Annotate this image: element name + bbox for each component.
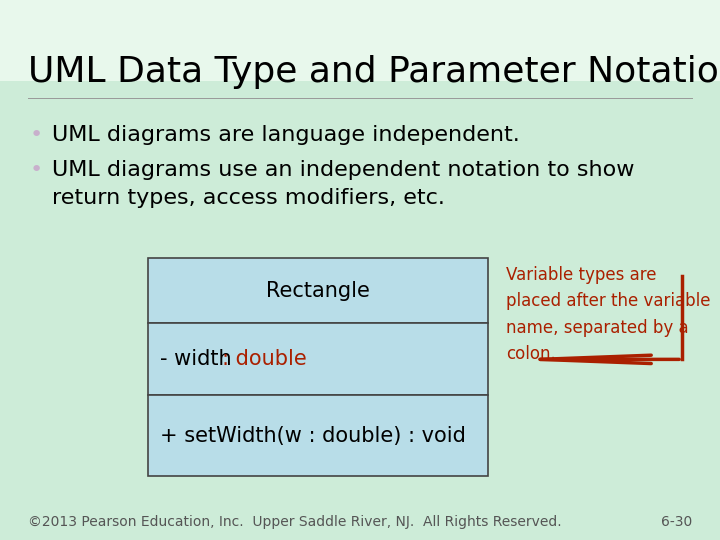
Text: Variable types are
placed after the variable
name, separated by a
colon.: Variable types are placed after the vari… bbox=[506, 266, 711, 363]
Text: •: • bbox=[30, 160, 43, 180]
Bar bbox=[148, 258, 488, 323]
Text: UML Data Type and Parameter Notation: UML Data Type and Parameter Notation bbox=[28, 55, 720, 89]
Bar bbox=[148, 323, 488, 395]
Bar bbox=[148, 395, 488, 476]
Text: •: • bbox=[30, 125, 43, 145]
Text: Rectangle: Rectangle bbox=[266, 281, 370, 301]
Text: + setWidth(w : double) : void: + setWidth(w : double) : void bbox=[160, 426, 466, 446]
Text: 6-30: 6-30 bbox=[661, 515, 692, 529]
Text: UML diagrams use an independent notation to show: UML diagrams use an independent notation… bbox=[52, 160, 634, 180]
Text: UML diagrams are language independent.: UML diagrams are language independent. bbox=[52, 125, 520, 145]
Text: ©2013 Pearson Education, Inc.  Upper Saddle River, NJ.  All Rights Reserved.: ©2013 Pearson Education, Inc. Upper Sadd… bbox=[28, 515, 562, 529]
Text: return types, access modifiers, etc.: return types, access modifiers, etc. bbox=[52, 188, 445, 208]
Text: : double: : double bbox=[222, 349, 307, 369]
Text: - width: - width bbox=[160, 349, 238, 369]
Bar bbox=[0, 0, 720, 81]
